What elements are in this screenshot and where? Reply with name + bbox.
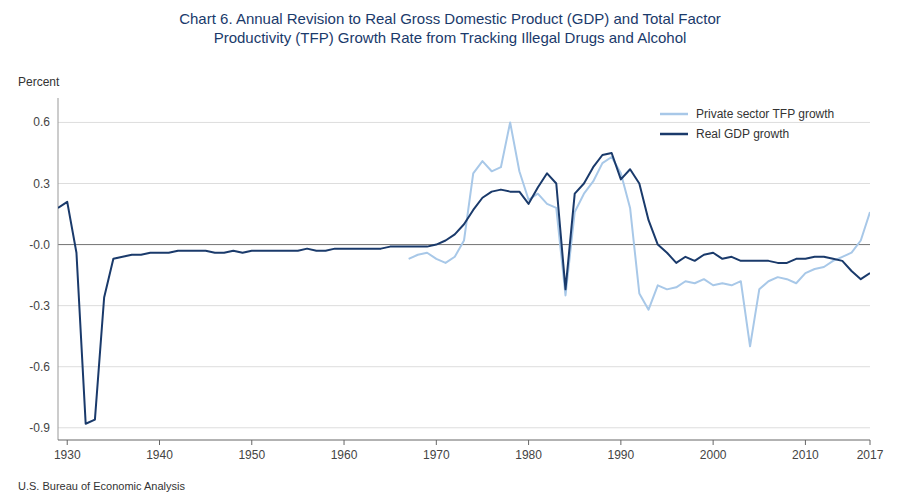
x-tick-label: 2010	[792, 448, 819, 462]
series-line	[58, 153, 870, 424]
x-tick-label: 1970	[423, 448, 450, 462]
x-tick	[870, 440, 871, 445]
legend-swatch	[660, 113, 688, 116]
plot-area	[58, 122, 870, 423]
x-tick	[620, 440, 621, 445]
x-tick	[251, 440, 252, 445]
x-tick-label: 1940	[146, 448, 173, 462]
y-tick-label: -0.3	[29, 299, 50, 313]
x-tick-label: 2000	[700, 448, 727, 462]
x-tick-label: 1950	[238, 448, 265, 462]
y-tick-label: 0.6	[33, 115, 50, 129]
grid-line	[58, 183, 870, 184]
x-tick	[159, 440, 160, 445]
x-tick	[344, 440, 345, 445]
title-line: Productivity (TFP) Growth Rate from Trac…	[214, 29, 687, 46]
x-tick-label: 1980	[515, 448, 542, 462]
chart-container: Chart 6. Annual Revision to Real Gross D…	[0, 0, 900, 500]
x-tick-label: 1930	[54, 448, 81, 462]
y-axis-label: Percent	[18, 75, 60, 89]
grid-line	[58, 122, 870, 123]
x-tick-label: 1960	[331, 448, 358, 462]
y-tick-label: -0.0	[29, 238, 50, 252]
y-tick-label: 0.3	[33, 177, 50, 191]
x-tick-label: 1990	[608, 448, 635, 462]
grid-line	[58, 366, 870, 367]
x-tick	[528, 440, 529, 445]
y-tick-label: -0.9	[29, 421, 50, 435]
zero-line	[58, 244, 870, 245]
chart-svg: Chart 6. Annual Revision to Real Gross D…	[0, 0, 900, 500]
y-axis-line	[58, 98, 59, 440]
axes: -0.9 -0.6 -0.3 -0.0 0.3 0.6 1930 1940 1950 1960 19…	[29, 98, 883, 462]
legend-label: Private sector TFP growth	[696, 107, 834, 121]
grid-line	[58, 244, 870, 245]
title-line: Chart 6. Annual Revision to Real Gross D…	[179, 10, 721, 27]
title: Chart 6. Annual Revision to Real Gross D…	[179, 10, 721, 46]
source: U.S. Bureau of Economic Analysis	[18, 480, 185, 492]
x-tick	[805, 440, 806, 445]
y-tick-label: -0.6	[29, 360, 50, 374]
x-tick	[713, 440, 714, 445]
legend-label: Real GDP growth	[696, 127, 789, 141]
grid-line	[58, 305, 870, 306]
grid-line	[58, 427, 870, 428]
legend-swatch	[660, 133, 688, 136]
x-tick-label: 2017	[857, 448, 884, 462]
x-tick	[67, 440, 68, 445]
page: {"chart_data": { "type": "line", "title"…	[0, 0, 900, 500]
x-tick	[436, 440, 437, 445]
x-axis-line	[58, 440, 870, 441]
legend: Private sector TFP growth Real GDP growth	[660, 107, 834, 141]
series-line	[409, 122, 870, 346]
